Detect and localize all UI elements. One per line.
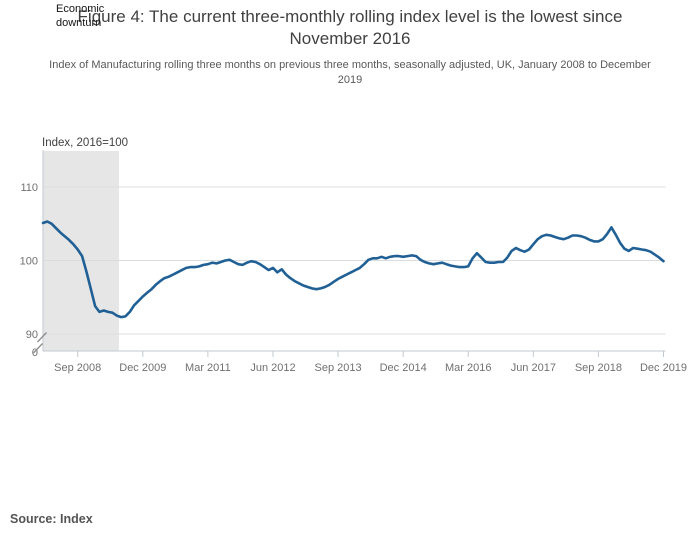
y-tick-label: 0 (32, 347, 38, 359)
axis-break-icon (37, 332, 47, 343)
y-tick-label: 110 (20, 182, 38, 194)
index-line-series (41, 220, 665, 319)
source-note: Source: Index (10, 512, 93, 526)
y-tick-label: 90 (26, 329, 38, 341)
x-tick-label: Dec 2009 (119, 362, 166, 374)
y-tick-label: 100 (20, 256, 38, 268)
chart-axis-title: Index, 2016=100 (42, 137, 128, 149)
figure-title: Figure 4: The current three-monthly roll… (77, 7, 623, 48)
x-tick-label: Dec 2019 (640, 362, 687, 374)
downturn-shading-region (43, 151, 119, 351)
x-tick-label: Dec 2014 (380, 362, 427, 374)
downturn-annotation: Economic downturn (56, 3, 105, 29)
x-tick-label: Sep 2013 (315, 362, 362, 374)
x-tick-label: Jun 2012 (250, 362, 295, 374)
figure-subtitle: Index of Manufacturing rolling three mon… (49, 59, 651, 86)
axis-break-icon (33, 343, 43, 354)
x-tick-label: Jun 2017 (511, 362, 556, 374)
x-tick-label: Sep 2018 (575, 362, 622, 374)
x-tick-label: Mar 2016 (445, 362, 491, 374)
x-tick-label: Mar 2011 (185, 362, 231, 374)
line-chart: Sep 2008 Dec 2009 Mar 2011 Jun 2012 Sep 2013… (20, 137, 687, 374)
x-tick-label: Sep 2008 (54, 362, 101, 374)
